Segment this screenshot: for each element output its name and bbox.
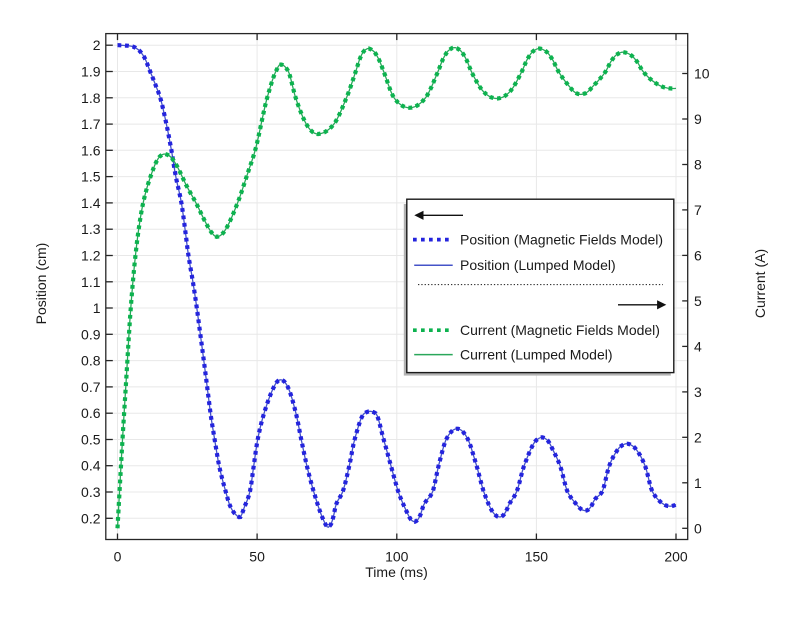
svg-text:1.8: 1.8 (81, 90, 101, 106)
svg-text:0.4: 0.4 (81, 458, 101, 474)
svg-text:Position (Lumped Model): Position (Lumped Model) (460, 257, 616, 273)
svg-text:Position (Magnetic Fields Mode: Position (Magnetic Fields Model) (460, 232, 663, 248)
svg-text:0.5: 0.5 (81, 432, 101, 448)
svg-text:50: 50 (249, 548, 265, 564)
svg-text:Position (cm): Position (cm) (33, 243, 49, 325)
svg-text:1.3: 1.3 (81, 221, 101, 237)
svg-text:1: 1 (694, 475, 702, 491)
svg-text:100: 100 (385, 548, 409, 564)
svg-text:9: 9 (694, 111, 702, 127)
svg-text:1.5: 1.5 (81, 169, 101, 185)
svg-text:1.6: 1.6 (81, 142, 101, 158)
svg-text:0: 0 (114, 548, 122, 564)
svg-text:1.4: 1.4 (81, 195, 101, 211)
svg-text:Current (A): Current (A) (752, 249, 768, 318)
svg-text:1.1: 1.1 (81, 274, 101, 290)
svg-text:2: 2 (694, 429, 702, 445)
svg-text:8: 8 (694, 157, 702, 173)
svg-text:1.2: 1.2 (81, 248, 101, 264)
svg-text:5: 5 (694, 293, 702, 309)
svg-text:Current (Magnetic Fields Model: Current (Magnetic Fields Model) (460, 322, 660, 338)
svg-text:1.9: 1.9 (81, 64, 101, 80)
svg-text:0: 0 (694, 520, 702, 536)
svg-text:0.3: 0.3 (81, 484, 101, 500)
svg-text:1.7: 1.7 (81, 116, 101, 132)
svg-text:1: 1 (93, 300, 101, 316)
svg-text:0.9: 0.9 (81, 326, 101, 342)
svg-text:Current (Lumped Model): Current (Lumped Model) (460, 347, 613, 363)
svg-text:0.8: 0.8 (81, 353, 101, 369)
svg-text:200: 200 (664, 548, 688, 564)
svg-text:0.2: 0.2 (81, 510, 101, 526)
svg-text:0.6: 0.6 (81, 405, 101, 421)
svg-text:150: 150 (525, 548, 549, 564)
svg-text:Time (ms): Time (ms) (365, 564, 427, 580)
svg-text:7: 7 (694, 202, 702, 218)
svg-text:4: 4 (694, 338, 702, 354)
svg-text:6: 6 (694, 247, 702, 263)
svg-text:10: 10 (694, 66, 710, 82)
svg-text:0.7: 0.7 (81, 379, 101, 395)
svg-text:3: 3 (694, 384, 702, 400)
svg-text:2: 2 (93, 37, 101, 53)
